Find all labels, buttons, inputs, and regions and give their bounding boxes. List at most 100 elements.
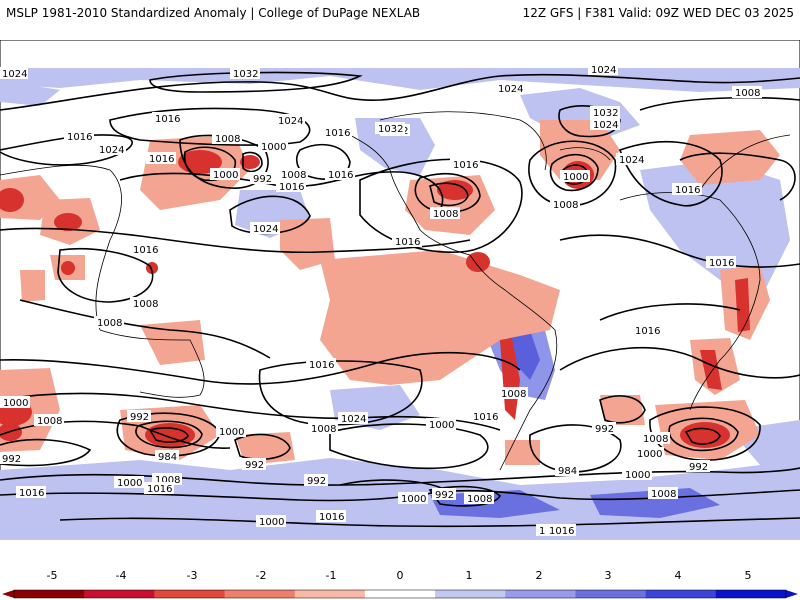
isobar-label: 1008 (464, 492, 494, 505)
colorbar-min-arrow (2, 590, 14, 598)
isobar-label: 1008 (212, 132, 242, 145)
isobar-label: 1024 (590, 118, 620, 131)
colorbar-tick-labels: -5 -4 -3 -2 -1 0 1 2 3 4 5 (47, 569, 752, 582)
svg-text:1024: 1024 (2, 69, 27, 80)
svg-text:992: 992 (307, 476, 326, 487)
isobar-label: 1024 (250, 222, 280, 235)
isobar-label: 1000 (258, 140, 288, 153)
colorbar-tick-label: 5 (745, 569, 752, 582)
map-title: MSLP 1981-2010 Standardized Anomaly | Co… (6, 6, 421, 20)
svg-text:984: 984 (558, 466, 577, 477)
svg-text:992: 992 (595, 424, 614, 435)
isobar-label: 1016 (276, 180, 306, 193)
svg-text:1024: 1024 (591, 65, 616, 76)
isobar-label: 992 (127, 410, 151, 423)
isobar-label: 1016 (316, 510, 346, 523)
isobar-label: 1008 (498, 387, 528, 400)
isobar-label: 1016 (470, 410, 500, 423)
svg-text:992: 992 (253, 174, 272, 185)
svg-text:1016: 1016 (453, 160, 478, 171)
isobar-label: 984 (555, 464, 579, 477)
isobar-label: 1016 (450, 158, 480, 171)
isobar-labels: 1024 1032 1024 1024 1032 1024 1008 1016 … (0, 63, 762, 537)
isobar-label: 1016 (144, 482, 174, 495)
svg-text:992: 992 (435, 490, 454, 501)
svg-text:1016: 1016 (675, 185, 700, 196)
svg-text:1024: 1024 (498, 84, 523, 95)
isobars (0, 71, 800, 528)
colorbar-swatch (435, 590, 506, 598)
svg-text:1032: 1032 (378, 124, 403, 135)
svg-text:1008: 1008 (433, 209, 458, 220)
isobar-label: 1008 (430, 207, 460, 220)
isobar-label: 1016 (392, 235, 422, 248)
svg-text:1000: 1000 (213, 170, 238, 181)
svg-text:1016: 1016 (149, 154, 174, 165)
isobar-label: 1000 (216, 425, 246, 438)
colorbar-swatch (224, 590, 296, 598)
svg-text:1008: 1008 (133, 299, 158, 310)
svg-text:1032: 1032 (233, 69, 258, 80)
svg-text:1000: 1000 (259, 517, 284, 528)
isobar-label: 1016 (146, 152, 176, 165)
isobar-label: 1024 (96, 143, 126, 156)
svg-text:1032: 1032 (593, 108, 618, 119)
isobar-label: 1008 (34, 414, 64, 427)
svg-text:1016: 1016 (155, 114, 180, 125)
isobar-label: 1032 (590, 106, 620, 119)
isobar-label: 1008 (130, 297, 160, 310)
isobar-label: 1000 (398, 492, 428, 505)
colorbar-tick-label: -5 (47, 569, 58, 582)
svg-text:1008: 1008 (215, 134, 240, 145)
svg-text:1016: 1016 (549, 526, 574, 537)
svg-text:992: 992 (689, 462, 708, 473)
svg-text:1024: 1024 (99, 145, 124, 156)
svg-text:1024: 1024 (341, 414, 366, 425)
svg-text:1016: 1016 (309, 360, 334, 371)
colorbar-swatch (505, 590, 576, 598)
svg-text:1008: 1008 (735, 88, 760, 99)
colorbar-swatch (154, 590, 226, 598)
svg-text:1016: 1016 (133, 245, 158, 256)
svg-text:1016: 1016 (279, 182, 304, 193)
isobar-label: 992 (250, 172, 274, 185)
isobar-label: 992 (0, 452, 24, 465)
isobar-label: 1016 (632, 324, 662, 337)
svg-text:1024: 1024 (278, 116, 303, 127)
isobar-label: 992 (242, 458, 266, 471)
isobar-label: 1016 (130, 243, 160, 256)
colorbar-tick-label: 3 (605, 569, 612, 582)
isobar-label: 1008 (550, 198, 580, 211)
svg-text:1000: 1000 (219, 427, 244, 438)
svg-text:1016: 1016 (325, 128, 350, 139)
isobar-label: 1016 (64, 130, 94, 143)
svg-text:1000: 1000 (429, 420, 454, 431)
svg-text:992: 992 (245, 460, 264, 471)
colorbar-swatch (575, 590, 647, 598)
colorbar-frame (13, 589, 787, 599)
isobar-label: 1024 (338, 412, 368, 425)
svg-text:1000: 1000 (117, 478, 142, 489)
isobar-label: 1000 (634, 447, 664, 460)
isobar-label: 1016 (672, 183, 702, 196)
svg-text:1008: 1008 (281, 170, 306, 181)
colorbar-tick-label: -3 (187, 569, 198, 582)
svg-text:1000: 1000 (261, 142, 286, 153)
colorbar-tick-label: 1 (466, 569, 473, 582)
colorbar-tick-label: 4 (675, 569, 682, 582)
svg-text:1016: 1016 (67, 132, 92, 143)
isobar-label: 1000 (0, 396, 30, 409)
svg-text:1008: 1008 (553, 200, 578, 211)
isobar-label: 1016 (706, 256, 736, 269)
svg-text:1016: 1016 (328, 170, 353, 181)
svg-text:1008: 1008 (501, 389, 526, 400)
svg-text:1000: 1000 (3, 398, 28, 409)
svg-text:1016: 1016 (473, 412, 498, 423)
isobar-label: 1024 (616, 153, 646, 166)
isobar-label: 1024 (495, 82, 525, 95)
colorbar: -5 -4 -3 -2 -1 0 1 2 3 4 5 (2, 569, 798, 599)
svg-text:1008: 1008 (651, 489, 676, 500)
svg-text:1000: 1000 (625, 470, 650, 481)
isobar-label: 984 (155, 450, 179, 463)
isobar-label: 1016 (152, 112, 182, 125)
